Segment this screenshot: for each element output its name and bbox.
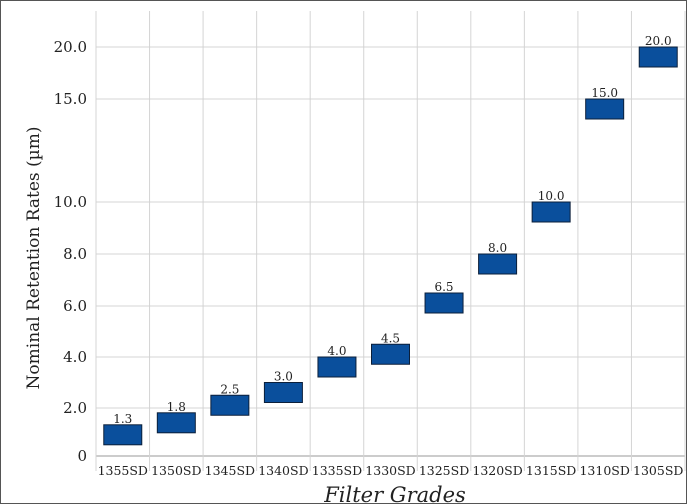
- bar-1350SD: [156, 412, 196, 434]
- bar-1345SD: [210, 394, 250, 416]
- grid-lines: [95, 11, 686, 471]
- y-tick-label: 8.0: [63, 245, 87, 263]
- data-label-1310SD: 15.0: [591, 86, 618, 100]
- bar-1335SD: [317, 356, 357, 378]
- bar-1315SD: [531, 201, 571, 223]
- y-tick-label: 0: [77, 447, 87, 465]
- y-tick-label: 4.0: [63, 348, 87, 366]
- x-tick-label-1350SD: 1350SD: [151, 463, 201, 478]
- x-tick-label-1320SD: 1320SD: [472, 463, 522, 478]
- x-tick-label-1315SD: 1315SD: [526, 463, 576, 478]
- bar-1330SD: [371, 343, 410, 365]
- y-tick-label: 10.0: [54, 193, 87, 211]
- data-label-1330SD: 4.5: [381, 331, 400, 345]
- bar-1320SD: [478, 253, 518, 275]
- x-tick-label-1335SD: 1335SD: [312, 463, 362, 478]
- y-tick-label: 6.0: [63, 297, 87, 315]
- y-axis-ticks: 0 2.0 4.0 6.0 8.0 10.0 15.0 20.0: [54, 38, 87, 465]
- y-axis-label: Nominal Retention Rates (µm): [24, 127, 44, 390]
- x-tick-label-1340SD: 1340SD: [258, 463, 308, 478]
- data-labels: 1.3 1.8 2.5 3.0 4.0 4.5 6.5 8.0 10.0 15.0 20.0: [113, 34, 671, 426]
- data-label-1315SD: 10.0: [538, 189, 565, 203]
- data-label-1305SD: 20.0: [645, 34, 672, 48]
- data-label-1335SD: 4.0: [327, 344, 346, 358]
- y-tick-label: 2.0: [63, 399, 87, 417]
- data-label-1350SD: 1.8: [167, 400, 186, 414]
- x-tick-label-1325SD: 1325SD: [419, 463, 469, 478]
- data-label-1320SD: 8.0: [488, 241, 507, 255]
- y-tick-label: 15.0: [54, 90, 87, 108]
- data-label-1340SD: 3.0: [274, 370, 293, 384]
- bar-1355SD: [103, 424, 143, 446]
- x-tick-label-1355SD: 1355SD: [98, 463, 148, 478]
- bar-1340SD: [263, 382, 303, 403]
- x-tick-label-1310SD: 1310SD: [579, 463, 629, 478]
- y-tick-label: 20.0: [54, 38, 87, 56]
- x-tick-label-1345SD: 1345SD: [205, 463, 255, 478]
- x-axis-label: Filter Grades: [323, 483, 466, 503]
- data-label-1325SD: 6.5: [434, 280, 453, 294]
- bar-1305SD: [638, 46, 678, 68]
- bar-1325SD: [424, 292, 464, 314]
- data-label-1345SD: 2.5: [220, 382, 239, 396]
- x-tick-label-1305SD: 1305SD: [633, 463, 683, 478]
- x-tick-label-1330SD: 1330SD: [365, 463, 415, 478]
- bars-group: [103, 46, 678, 446]
- bar-1310SD: [585, 98, 625, 120]
- x-axis-ticks: 1355SD 1350SD 1345SD 1340SD 1335SD 1330SD 1325…: [98, 463, 684, 478]
- data-label-1355SD: 1.3: [113, 412, 132, 426]
